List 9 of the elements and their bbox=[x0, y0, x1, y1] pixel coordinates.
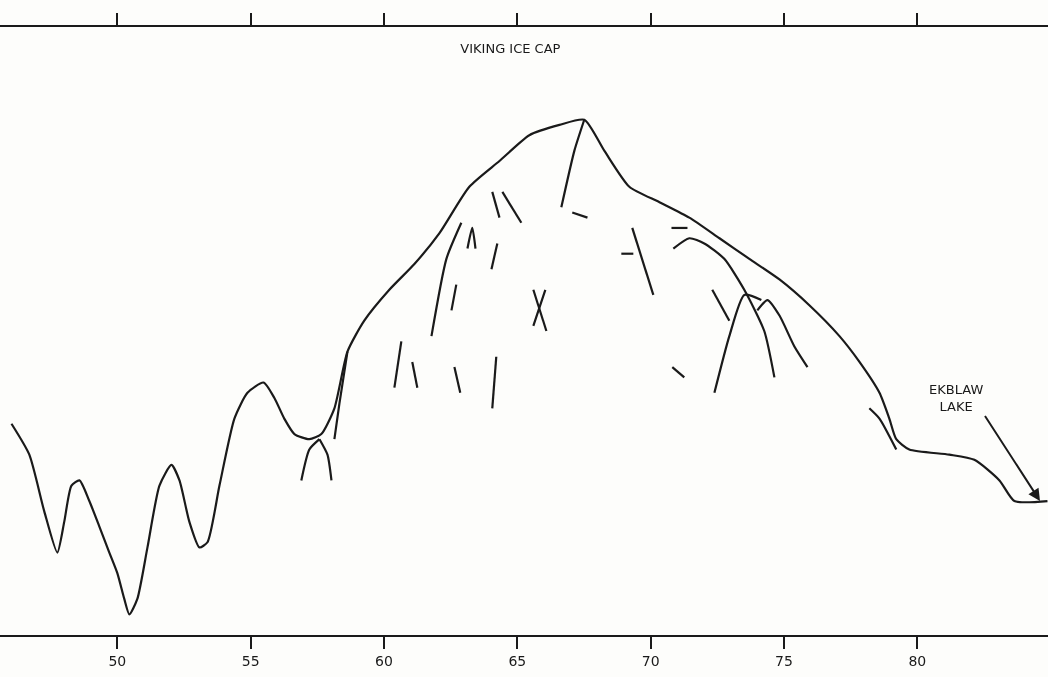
x-tick-label: 65 bbox=[508, 652, 527, 669]
x-tick-label: 80 bbox=[908, 652, 927, 669]
annotation: EKBLAW LAKE bbox=[929, 382, 984, 414]
x-tick-label: 75 bbox=[775, 652, 793, 669]
x-tick-label: 55 bbox=[241, 652, 260, 669]
chart-title: VIKING ICE CAP bbox=[460, 41, 561, 57]
x-tick-label: 50 bbox=[108, 652, 127, 669]
x-tick-label: 60 bbox=[375, 652, 393, 669]
x-tick-label: 70 bbox=[641, 652, 660, 669]
